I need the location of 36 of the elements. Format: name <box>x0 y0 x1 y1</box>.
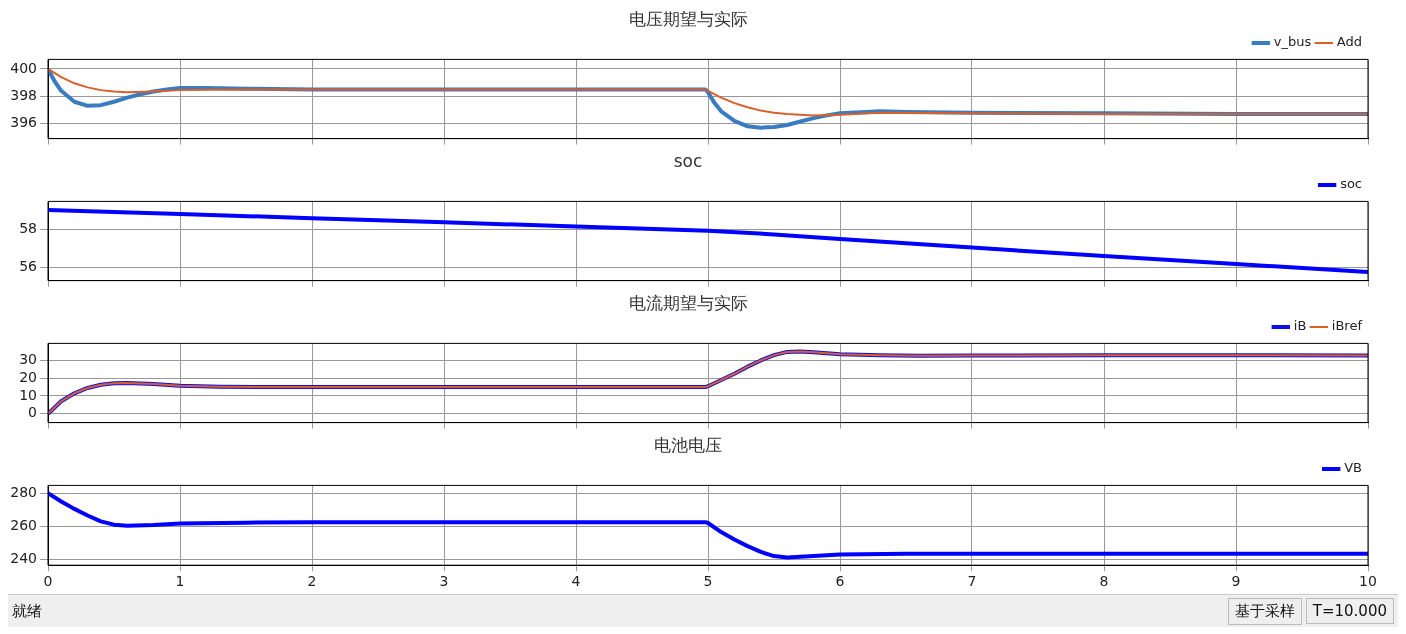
y-tick-label: 396 <box>10 114 38 131</box>
x-tick-label: 0 <box>43 573 53 590</box>
x-tick-label: 10 <box>1359 573 1377 590</box>
chart-title: 电池电压 <box>654 434 722 455</box>
legend-label: iBref <box>1331 318 1363 334</box>
x-tick-label: 8 <box>1099 573 1109 590</box>
y-tick-label: 10 <box>19 386 37 403</box>
x-tick-label: 3 <box>439 573 449 590</box>
x-tick-label: 4 <box>571 573 581 590</box>
y-tick-label: 240 <box>10 550 37 567</box>
y-tick-label: 260 <box>10 516 37 533</box>
x-tick-label: 2 <box>307 573 317 590</box>
x-tick-label: 7 <box>967 573 977 590</box>
y-tick-label: 30 <box>19 351 37 368</box>
chart-title: 电流期望与实际 <box>628 292 748 313</box>
text: 基于采样 <box>1227 597 1302 625</box>
y-tick-label: 280 <box>10 483 37 500</box>
y-tick-label: 56 <box>19 258 38 275</box>
y-tick-label: 0 <box>28 404 37 421</box>
x-tick-label: 9 <box>1231 573 1241 590</box>
legend-label: Add <box>1336 34 1362 50</box>
legend-label: v_bus <box>1273 34 1312 50</box>
chart-title: 电压期望与实际 <box>628 8 748 29</box>
legend-label: iB <box>1293 318 1307 334</box>
text: T=10.000 <box>1305 598 1394 624</box>
x-tick-label: 6 <box>835 573 845 590</box>
legend-label: VB <box>1344 460 1362 476</box>
y-tick-label: 20 <box>19 368 37 385</box>
x-tick-label: 5 <box>703 573 713 590</box>
y-tick-label: 58 <box>19 220 37 237</box>
y-tick-label: 398 <box>10 86 37 103</box>
y-tick-label: 400 <box>10 59 37 76</box>
text: 就绪 <box>12 601 43 621</box>
chart-title: soc <box>673 150 703 171</box>
x-tick-label: 1 <box>175 573 185 590</box>
legend-label: soc <box>1340 176 1362 192</box>
